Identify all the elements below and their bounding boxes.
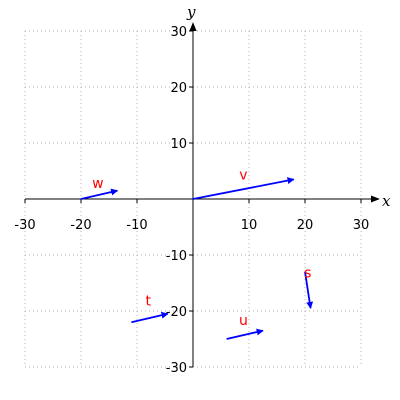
x-tick-label: -20 [70, 218, 91, 233]
vector-t [131, 311, 169, 324]
y-tick-label: -10 [166, 249, 187, 264]
vectors: v w t u s [80, 167, 314, 340]
vector-v [192, 177, 295, 200]
vector-label-w: w [92, 176, 103, 192]
x-axis-label: x [382, 192, 391, 210]
x-tick-label: 10 [241, 218, 258, 233]
vector-u [226, 328, 264, 340]
vector-label-t: t [145, 293, 151, 309]
x-tick-label: -30 [14, 218, 35, 233]
y-tick-label: 30 [170, 25, 187, 40]
y-tick-label: 20 [170, 81, 187, 96]
vector-label-u: u [239, 313, 248, 329]
axes [25, 22, 380, 367]
y-tick-label: -30 [166, 361, 187, 376]
vector-label-s: s [304, 265, 311, 281]
y-tick-label: -20 [166, 305, 187, 320]
y-tick-label: 10 [170, 137, 187, 152]
vector-s [304, 271, 314, 309]
x-tick-label: 20 [297, 218, 314, 233]
vector-label-v: v [239, 167, 247, 183]
x-tick-label: 30 [353, 218, 370, 233]
tick-labels: -30 -20 -10 10 20 30 -30 -20 -10 10 20 30 [14, 25, 369, 376]
y-axis-label: y [186, 3, 196, 21]
vector-w [80, 188, 119, 200]
x-tick-label: -10 [126, 218, 147, 233]
